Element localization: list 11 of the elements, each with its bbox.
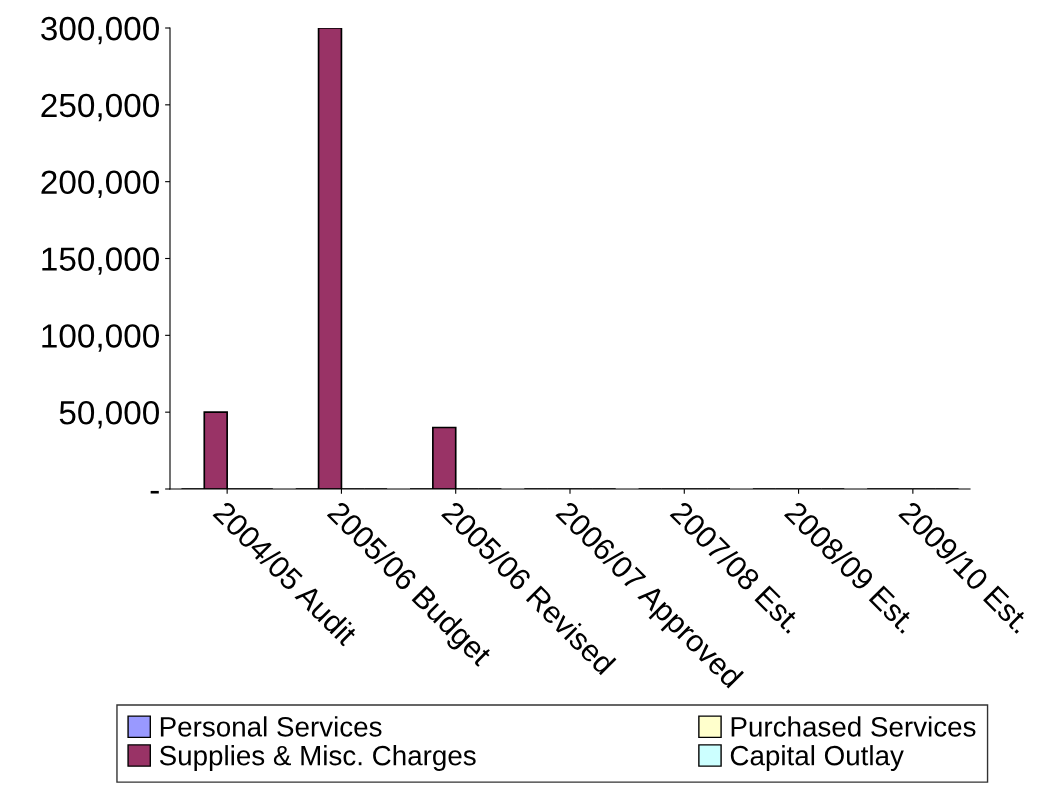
y-tick-label: 100,000 [42, 324, 159, 352]
y-tick-label: 200,000 [41, 170, 159, 199]
y-tick-label: 300,000 [41, 16, 159, 45]
legend-label: Supplies & Misc. Charges [159, 745, 476, 771]
y-tick-label: - [150, 490, 159, 494]
legend-label: Purchased Services [731, 716, 976, 737]
legend-label: Personal Services [160, 716, 382, 737]
y-tick-label: 150,000 [42, 247, 159, 275]
y-tick-label: 250,000 [41, 93, 159, 122]
y-tick-label: 50,000 [59, 400, 159, 429]
legend-label: Capital Outlay [730, 745, 904, 771]
